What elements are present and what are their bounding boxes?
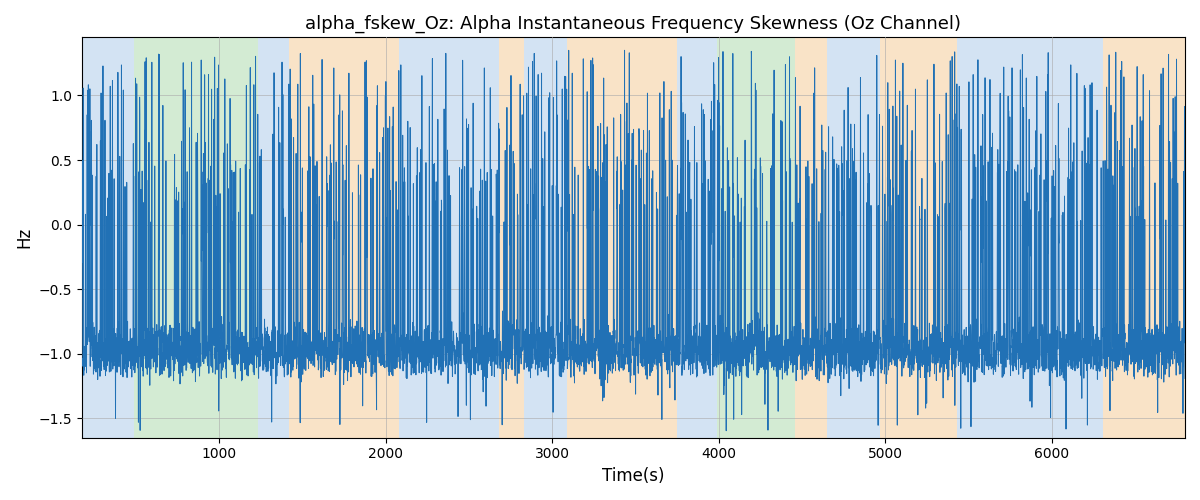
Bar bbox=[524, 38, 568, 438]
Title: alpha_fskew_Oz: Alpha Instantaneous Frequency Skewness (Oz Channel): alpha_fskew_Oz: Alpha Instantaneous Freq… bbox=[306, 15, 961, 34]
Bar bbox=[1036, 38, 1066, 438]
Bar bbox=[499, 38, 524, 438]
Bar bbox=[881, 38, 956, 438]
Bar bbox=[718, 38, 796, 438]
Bar bbox=[827, 38, 881, 438]
Bar bbox=[796, 38, 827, 438]
Bar bbox=[400, 38, 499, 438]
Y-axis label: Hz: Hz bbox=[14, 227, 32, 248]
Bar bbox=[568, 38, 677, 438]
Bar bbox=[258, 38, 289, 438]
Bar bbox=[956, 38, 1036, 438]
Bar bbox=[677, 38, 718, 438]
Bar bbox=[1104, 38, 1186, 438]
Bar bbox=[289, 38, 400, 438]
Bar bbox=[134, 38, 258, 438]
Bar bbox=[1066, 38, 1104, 438]
X-axis label: Time(s): Time(s) bbox=[602, 467, 665, 485]
Bar bbox=[82, 38, 134, 438]
